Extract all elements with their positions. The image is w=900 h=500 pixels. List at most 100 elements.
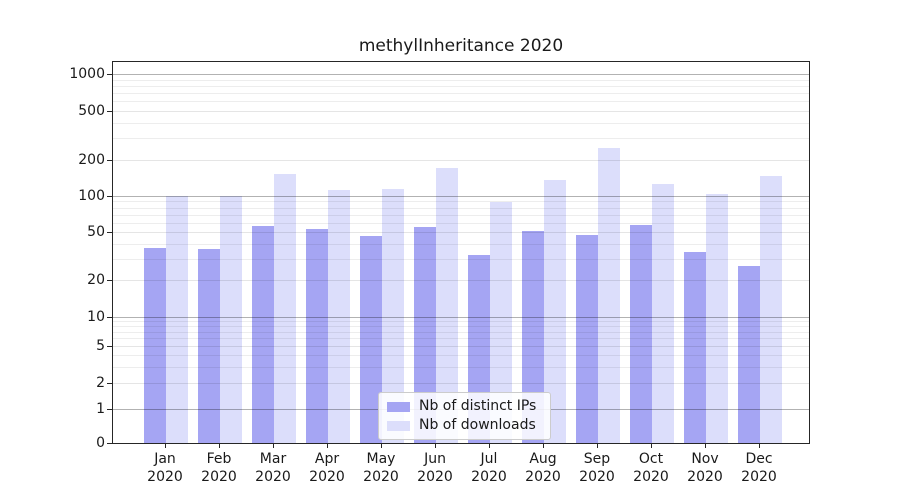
month-label: Apr bbox=[314, 451, 340, 467]
y-tick-1000 bbox=[107, 74, 112, 75]
legend-swatch-downloads bbox=[387, 420, 410, 431]
bar-distinct-ips-oct bbox=[630, 225, 652, 443]
gridline-500 bbox=[113, 111, 809, 112]
x-tick-may bbox=[380, 444, 382, 448]
year-label: 2020 bbox=[255, 469, 291, 485]
month-label: May bbox=[366, 451, 396, 467]
gridline-90 bbox=[113, 201, 809, 203]
x-tick-label-nov: Nov 2020 bbox=[677, 450, 733, 486]
x-tick-label-may: May 2020 bbox=[353, 450, 409, 486]
y-tick-label-5: 5 bbox=[96, 338, 105, 354]
legend-swatch-distinct-ips bbox=[387, 401, 410, 412]
x-tick-label-oct: Oct 2020 bbox=[623, 450, 679, 486]
bar-distinct-ips-sep bbox=[576, 235, 598, 443]
y-tick-label-2: 2 bbox=[96, 375, 105, 391]
bar-downloads-aug bbox=[544, 180, 566, 443]
x-tick-jan bbox=[164, 444, 166, 448]
bar-downloads-dec bbox=[760, 176, 782, 443]
y-tick-500 bbox=[107, 111, 112, 112]
year-label: 2020 bbox=[147, 469, 183, 485]
y-tick-label-0: 0 bbox=[96, 435, 105, 451]
x-tick-dec bbox=[758, 444, 760, 448]
gridline-400 bbox=[113, 122, 809, 124]
bar-distinct-ips-dec bbox=[738, 266, 760, 443]
month-label: Mar bbox=[259, 451, 287, 467]
bar-downloads-apr bbox=[328, 189, 350, 443]
legend-row-downloads: Nb of downloads bbox=[387, 418, 536, 433]
gridline-50 bbox=[113, 232, 809, 233]
bar-downloads-may bbox=[382, 189, 404, 443]
x-tick-label-apr: Apr 2020 bbox=[299, 450, 355, 486]
bar-downloads-feb bbox=[220, 196, 242, 443]
year-label: 2020 bbox=[363, 469, 399, 485]
month-label: Jul bbox=[480, 451, 498, 467]
x-tick-label-sep: Sep 2020 bbox=[569, 450, 625, 486]
month-label: Jun bbox=[424, 451, 446, 467]
bar-downloads-jul bbox=[490, 202, 512, 443]
bar-distinct-ips-jan bbox=[144, 247, 166, 443]
bar-distinct-ips-may bbox=[360, 236, 382, 443]
year-label: 2020 bbox=[741, 469, 777, 485]
x-tick-label-feb: Feb 2020 bbox=[191, 450, 247, 486]
x-tick-nov bbox=[704, 444, 706, 448]
gridline-60 bbox=[113, 222, 809, 224]
month-label: Oct bbox=[638, 451, 664, 467]
bar-distinct-ips-apr bbox=[306, 228, 328, 443]
legend-label-distinct-ips: Nb of distinct IPs bbox=[419, 398, 537, 414]
year-label: 2020 bbox=[579, 469, 615, 485]
chart-title: methylInheritance 2020 bbox=[358, 36, 564, 56]
y-tick-100 bbox=[107, 196, 112, 197]
y-tick-label-500: 500 bbox=[78, 103, 105, 119]
gridline-200 bbox=[113, 159, 809, 161]
bar-distinct-ips-jun bbox=[414, 227, 436, 443]
legend: Nb of distinct IPs Nb of downloads bbox=[378, 392, 552, 440]
x-tick-feb bbox=[218, 444, 220, 448]
bar-distinct-ips-mar bbox=[252, 226, 274, 443]
bar-downloads-nov bbox=[706, 194, 728, 443]
gridline-300 bbox=[113, 138, 809, 140]
month-label: Aug bbox=[529, 451, 557, 467]
x-tick-label-jul: Jul 2020 bbox=[461, 450, 517, 486]
gridline-600 bbox=[113, 101, 809, 103]
x-tick-label-mar: Mar 2020 bbox=[245, 450, 301, 486]
y-tick-5 bbox=[107, 346, 112, 347]
y-tick-label-1: 1 bbox=[96, 401, 105, 417]
y-tick-label-50: 50 bbox=[87, 224, 105, 240]
y-tick-200 bbox=[107, 159, 112, 161]
month-label: Sep bbox=[583, 451, 611, 467]
gridline-800 bbox=[113, 85, 809, 87]
y-tick-label-10: 10 bbox=[87, 309, 105, 325]
month-label: Dec bbox=[745, 451, 773, 467]
y-tick-label-1000: 1000 bbox=[69, 66, 105, 82]
x-tick-label-jan: Jan 2020 bbox=[137, 450, 193, 486]
year-label: 2020 bbox=[309, 469, 345, 485]
y-tick-label-20: 20 bbox=[87, 272, 105, 288]
bar-distinct-ips-feb bbox=[198, 249, 220, 443]
year-label: 2020 bbox=[633, 469, 669, 485]
legend-label-downloads: Nb of downloads bbox=[419, 417, 536, 433]
bar-distinct-ips-aug bbox=[522, 230, 544, 443]
y-tick-0 bbox=[107, 443, 112, 444]
x-tick-oct bbox=[650, 444, 652, 448]
y-tick-2 bbox=[107, 383, 112, 384]
y-tick-label-100: 100 bbox=[78, 188, 105, 204]
y-tick-20 bbox=[107, 280, 112, 281]
plot-area bbox=[112, 61, 810, 444]
gridline-70 bbox=[113, 214, 809, 216]
bar-downloads-sep bbox=[598, 147, 620, 443]
bar-distinct-ips-nov bbox=[684, 252, 706, 443]
y-tick-10 bbox=[107, 317, 112, 318]
gridline-100 bbox=[113, 196, 809, 197]
legend-row-distinct-ips: Nb of distinct IPs bbox=[387, 399, 536, 414]
month-label: Jan bbox=[154, 451, 176, 467]
gridline-1000 bbox=[113, 74, 809, 75]
bar-downloads-jun bbox=[436, 168, 458, 443]
year-label: 2020 bbox=[471, 469, 507, 485]
gridline-80 bbox=[113, 207, 809, 209]
gridline-40 bbox=[113, 243, 809, 245]
x-tick-label-dec: Dec 2020 bbox=[731, 450, 787, 486]
bar-downloads-mar bbox=[274, 174, 296, 443]
x-tick-jun bbox=[434, 444, 436, 448]
x-tick-jul bbox=[488, 444, 490, 448]
